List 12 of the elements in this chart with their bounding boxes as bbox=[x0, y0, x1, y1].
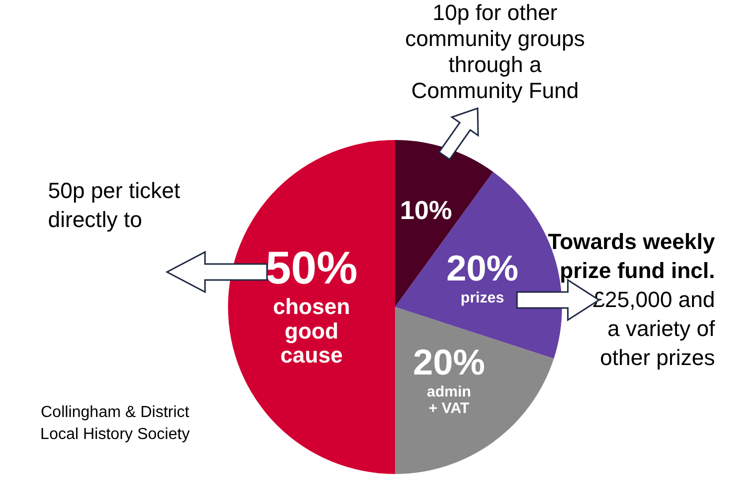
slice-label: chosen good cause bbox=[272, 294, 350, 368]
text: Towards weekly prize fund incl. bbox=[546, 228, 715, 285]
data-label: 50% bbox=[265, 241, 358, 294]
data-label: 20% bbox=[412, 342, 486, 383]
slice-label: prizes bbox=[460, 289, 504, 306]
text: 10p for other community groups through a Community Fund bbox=[404, 0, 586, 104]
text: 50p per ticket directly to bbox=[48, 177, 182, 234]
data-label: 20% bbox=[446, 247, 518, 288]
slice-label: admin + VAT bbox=[426, 384, 472, 418]
text: £25,000 and a variety of other prizes bbox=[592, 286, 715, 372]
data-label: 10% bbox=[400, 194, 452, 225]
text: Collingham & District Local History Society bbox=[39, 403, 191, 445]
